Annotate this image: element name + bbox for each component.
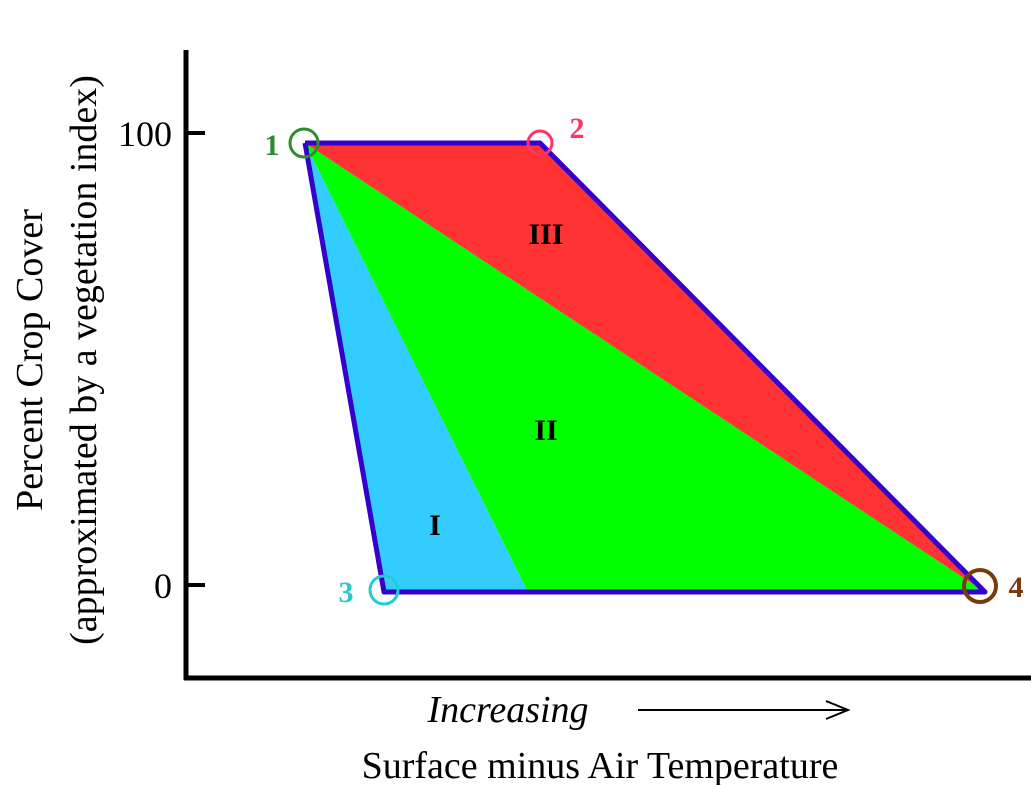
y-tick-label-100: 100 — [118, 114, 172, 154]
point-4-marker — [962, 568, 998, 604]
point-1-marker — [288, 127, 320, 159]
region-label-III: III — [528, 218, 563, 251]
region-label-I: I — [429, 509, 441, 542]
x-arrow-head — [825, 700, 851, 720]
point-3-marker — [368, 574, 400, 606]
y-tick-label-0: 0 — [154, 566, 172, 606]
trapezoid-outline — [302, 140, 988, 595]
point-3-label: 3 — [339, 576, 354, 609]
x-axis-direction: Increasing — [426, 689, 588, 731]
point-2-marker — [526, 129, 554, 157]
x-axis-title: Surface minus Air Temperature — [362, 745, 839, 785]
y-axis-title: Percent Crop Cover — [9, 209, 51, 511]
region-3 — [305, 143, 985, 592]
region-label-II: II — [534, 414, 557, 447]
point-1-label: 1 — [265, 129, 280, 162]
y-axis-subtitle: (approximated by a vegetation index) — [63, 75, 105, 645]
point-2-label: 2 — [570, 112, 585, 145]
point-4-label: 4 — [1009, 571, 1024, 604]
